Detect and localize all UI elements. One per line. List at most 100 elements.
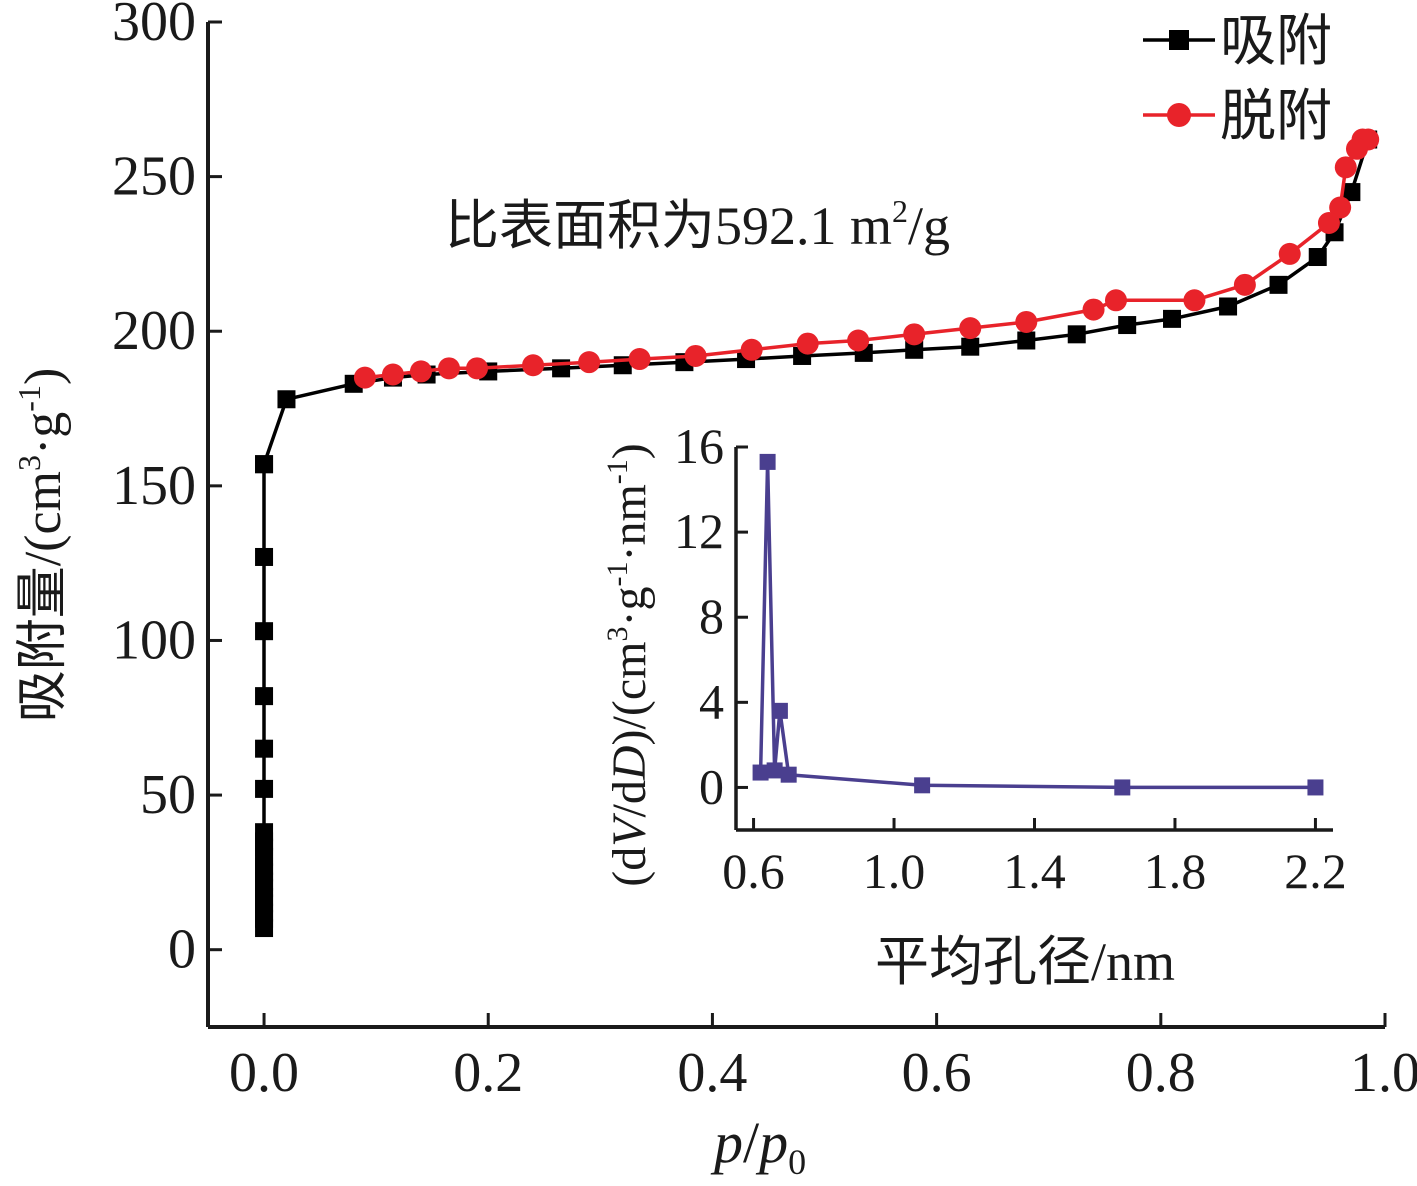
legend-marker (1167, 103, 1191, 127)
desorption-point (578, 351, 601, 374)
x-label-subscript: 0 (788, 1142, 806, 1181)
desorption-point (1317, 212, 1340, 234)
desorption-point (381, 363, 404, 386)
desorption-point (903, 323, 926, 346)
legend-item: 脱附 (1143, 86, 1332, 148)
main-y-tick-label: 50 (140, 764, 196, 826)
main-x-tick-label: 0.0 (229, 1042, 299, 1104)
adsorption-point (255, 823, 274, 842)
main-x-tick-label: 0.4 (677, 1042, 747, 1104)
desorption-point (1233, 273, 1256, 296)
legend-marker (1169, 30, 1189, 50)
main-x-tick-label: 0.6 (902, 1042, 972, 1104)
adsorption-point (1308, 248, 1327, 267)
desorption-point (1334, 156, 1357, 179)
inset-y-label-italic: D (603, 745, 656, 781)
desorption-point (1082, 298, 1105, 321)
inset-y-label-text: ) (603, 443, 656, 459)
desorption-point (353, 366, 376, 389)
inset-y-label-superscript: -1 (601, 562, 634, 587)
desorption-point (438, 357, 461, 380)
annotation-superscript: 2 (892, 193, 908, 229)
desorption-point (847, 329, 870, 352)
inset-x-tick-label: 1.8 (1144, 843, 1207, 899)
inset-x-tick-label: 1.4 (1003, 843, 1066, 899)
adsorption-point (255, 547, 274, 566)
inset-y-label-text: /d (603, 780, 656, 817)
inset-y-tick-label: 0 (699, 758, 724, 814)
main-y-tick-label: 200 (112, 300, 196, 362)
pore-distribution-point (752, 764, 769, 781)
main-x-tick-label: 0.2 (453, 1042, 523, 1104)
main-x-axis-label: p/p0 (710, 1110, 806, 1181)
desorption-point (740, 338, 763, 361)
y-label-text: ·g (15, 412, 72, 455)
pore-distribution-point (771, 702, 788, 719)
main-y-tick-label: 150 (112, 455, 196, 517)
main-x-tick-label: 0.8 (1126, 1042, 1196, 1104)
desorption-point (1183, 289, 1206, 312)
pore-distribution-point (1114, 779, 1131, 796)
inset-y-tick-label: 12 (674, 503, 724, 559)
inset-y-axis-label: (dV/dD)/(cm3·g-1·nm-1) (601, 443, 656, 887)
legend-label: 吸附 (1220, 11, 1332, 73)
inset-y-label-text: ·g (603, 587, 656, 627)
adsorption-point (255, 622, 274, 641)
inset-y-tick-label: 8 (699, 588, 724, 644)
adsorption-point (1342, 183, 1361, 202)
adsorption-point (255, 687, 274, 706)
adsorption-point (1219, 297, 1238, 316)
main-y-axis-label: 吸附量/(cm3·g-1) (11, 368, 72, 723)
main-y-tick-label: 300 (112, 0, 196, 53)
adsorption-point (255, 779, 274, 798)
desorption-point (1345, 137, 1368, 160)
desorption-point (1104, 289, 1127, 312)
desorption-point (1015, 310, 1038, 333)
main-y-tick-label: 100 (112, 609, 196, 671)
pore-distribution-line (758, 460, 1316, 790)
desorption-point (959, 317, 982, 340)
inset-y-tick-label: 16 (674, 418, 724, 474)
inset-x-tick-label: 1.0 (863, 843, 926, 899)
y-label-superscript: -1 (11, 385, 47, 412)
pore-distribution-point (766, 762, 783, 779)
y-label-text: ) (15, 368, 72, 385)
pore-distribution-point (914, 777, 931, 794)
y-label-text: 吸附量/(cm (15, 471, 72, 722)
inset-y-label-text: ·nm (603, 484, 656, 561)
main-x-tick-label: 1.0 (1350, 1042, 1417, 1104)
inset-y-label-superscript: -1 (601, 459, 634, 484)
x-label-p: p (755, 1110, 788, 1175)
pore-distribution-point (759, 453, 776, 470)
inset-y-label-superscript: 3 (601, 627, 634, 642)
adsorption-point (255, 739, 274, 758)
adsorption-point (905, 340, 924, 359)
x-label-slash: / (743, 1110, 760, 1175)
inset-y-label-text: (d (603, 847, 656, 887)
adsorption-point (1067, 325, 1086, 344)
inset-axes: 0 4 8 12 16 0.6 1.0 1.4 1.8 2.2 平均孔径/nm (dV/dD)/(cm… (601, 418, 1347, 992)
desorption-point (409, 360, 432, 383)
annotation-text: /g (908, 196, 950, 256)
desorption-point (1329, 196, 1352, 219)
inset-x-axis-label: 平均孔径/nm (875, 932, 1175, 992)
desorption-point (1278, 242, 1301, 265)
inset-y-label-text: )/(cm (603, 642, 656, 746)
adsorption-point (277, 390, 296, 409)
adsorption-point (1163, 309, 1182, 328)
desorption-point (684, 344, 707, 367)
desorption-point (796, 332, 819, 355)
desorption-point (522, 354, 545, 377)
inset-y-tick-label: 4 (699, 673, 724, 729)
pore-distribution-point (1307, 779, 1324, 796)
inset-y-label-italic: V (603, 813, 656, 847)
desorption-series (353, 128, 1380, 389)
adsorption-point (1118, 316, 1137, 335)
desorption-point (628, 348, 651, 371)
x-label-p: p (710, 1110, 743, 1175)
y-label-superscript: 3 (11, 455, 47, 471)
